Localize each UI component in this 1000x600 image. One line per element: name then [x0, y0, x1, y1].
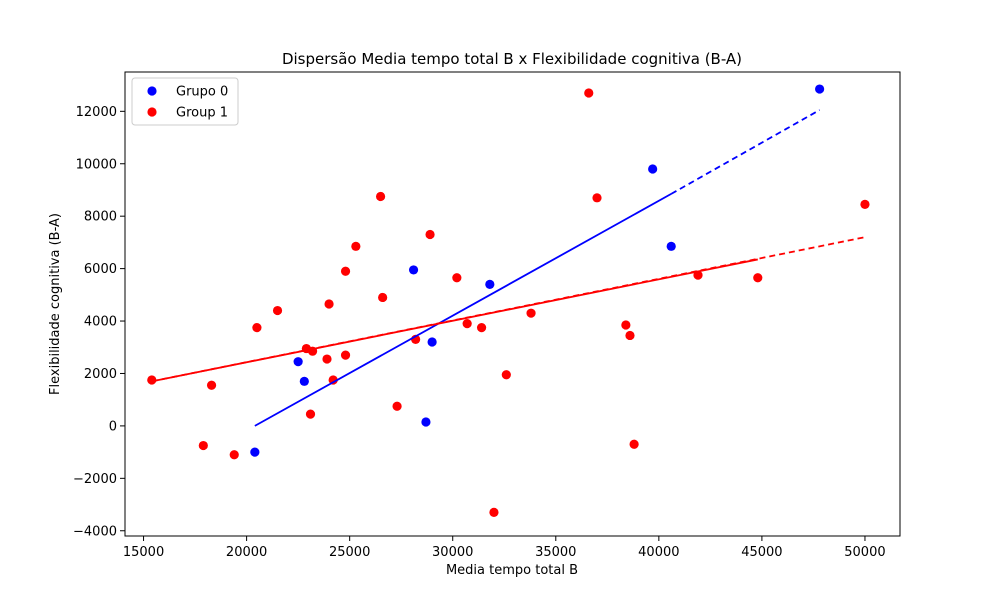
point-series-0-8 — [666, 241, 676, 251]
axes: 15000 20000 25000 30000 35000 40000 45000 50000… — [73, 71, 901, 560]
point-series-0-1 — [293, 357, 303, 367]
y-axis-title: Flexibilidade cognitiva (B-A) — [48, 213, 63, 395]
y-tick-label: 4000 — [84, 315, 117, 330]
point-series-1-15 — [375, 191, 386, 202]
trendline-dashed-series-0 — [670, 109, 821, 195]
legend-box — [131, 77, 239, 126]
point-series-1-21 — [462, 319, 472, 329]
point-series-1-2 — [206, 380, 217, 390]
point-series-1-19 — [425, 229, 435, 240]
trendline-solid-series-0 — [254, 193, 672, 427]
point-series-1-31 — [693, 270, 703, 280]
plot-area — [147, 84, 870, 518]
point-series-1-28 — [621, 320, 631, 330]
point-series-1-1 — [198, 440, 208, 451]
point-series-1-5 — [272, 305, 283, 316]
point-series-0-3 — [408, 265, 419, 275]
y-tick-label: 0 — [109, 419, 117, 434]
point-series-1-17 — [392, 401, 402, 411]
point-series-1-29 — [625, 330, 635, 341]
point-series-1-9 — [322, 354, 332, 364]
point-series-1-0 — [147, 375, 157, 385]
x-tick-label: 25000 — [329, 545, 370, 560]
point-series-1-23 — [489, 507, 499, 518]
y-tick-label: 2000 — [84, 367, 117, 382]
x-tick-label: 30000 — [432, 545, 473, 560]
x-tick-label: 15000 — [123, 545, 164, 560]
x-tick-label: 45000 — [741, 545, 782, 560]
point-series-1-26 — [584, 88, 594, 98]
point-series-0-5 — [427, 337, 437, 347]
x-tick-label: 35000 — [535, 545, 576, 560]
point-series-1-33 — [860, 199, 870, 209]
point-series-1-20 — [452, 273, 462, 283]
point-series-1-10 — [324, 299, 334, 309]
legend-marker-series-1 — [147, 107, 157, 117]
point-series-1-7 — [305, 409, 316, 419]
y-tick-label: −4000 — [73, 524, 117, 539]
legend-marker-series-0 — [147, 86, 157, 96]
point-series-0-2 — [299, 376, 309, 386]
point-series-1-22 — [476, 322, 487, 333]
y-tick-label: 12000 — [76, 105, 117, 120]
point-series-0-6 — [485, 279, 495, 289]
point-series-1-3 — [229, 450, 239, 460]
point-series-1-16 — [378, 292, 388, 303]
x-tick-label: 20000 — [226, 545, 267, 560]
point-series-1-25 — [526, 308, 536, 318]
point-series-1-13 — [340, 266, 351, 276]
point-series-1-27 — [592, 193, 602, 203]
y-tick-label: 10000 — [76, 157, 117, 172]
point-series-1-4 — [252, 322, 262, 333]
legend-label-series-1: Group 1 — [176, 106, 228, 121]
point-series-1-14 — [351, 241, 361, 251]
point-series-0-0 — [250, 447, 260, 457]
point-series-0-4 — [421, 417, 431, 427]
chart-title: Dispersão Media tempo total B x Flexibil… — [282, 50, 742, 68]
axes-frame — [124, 71, 901, 537]
point-series-0-7 — [648, 164, 658, 174]
point-series-1-24 — [501, 370, 511, 380]
point-series-1-30 — [629, 439, 639, 449]
point-series-1-32 — [753, 273, 763, 283]
y-tick-label: 6000 — [84, 262, 117, 277]
legend-label-series-0: Grupo 0 — [176, 85, 228, 100]
y-tick-label: 8000 — [84, 210, 117, 225]
legend: Grupo 0 Group 1 — [131, 77, 239, 126]
point-series-1-12 — [340, 350, 351, 360]
x-tick-label: 50000 — [844, 545, 885, 560]
point-series-1-11 — [328, 375, 338, 385]
x-axis-title: Media tempo total B — [446, 563, 578, 578]
x-tick-label: 40000 — [638, 545, 679, 560]
trendline-solid-series-1 — [151, 258, 758, 383]
point-series-0-9 — [815, 84, 825, 94]
y-tick-label: −2000 — [73, 472, 117, 487]
